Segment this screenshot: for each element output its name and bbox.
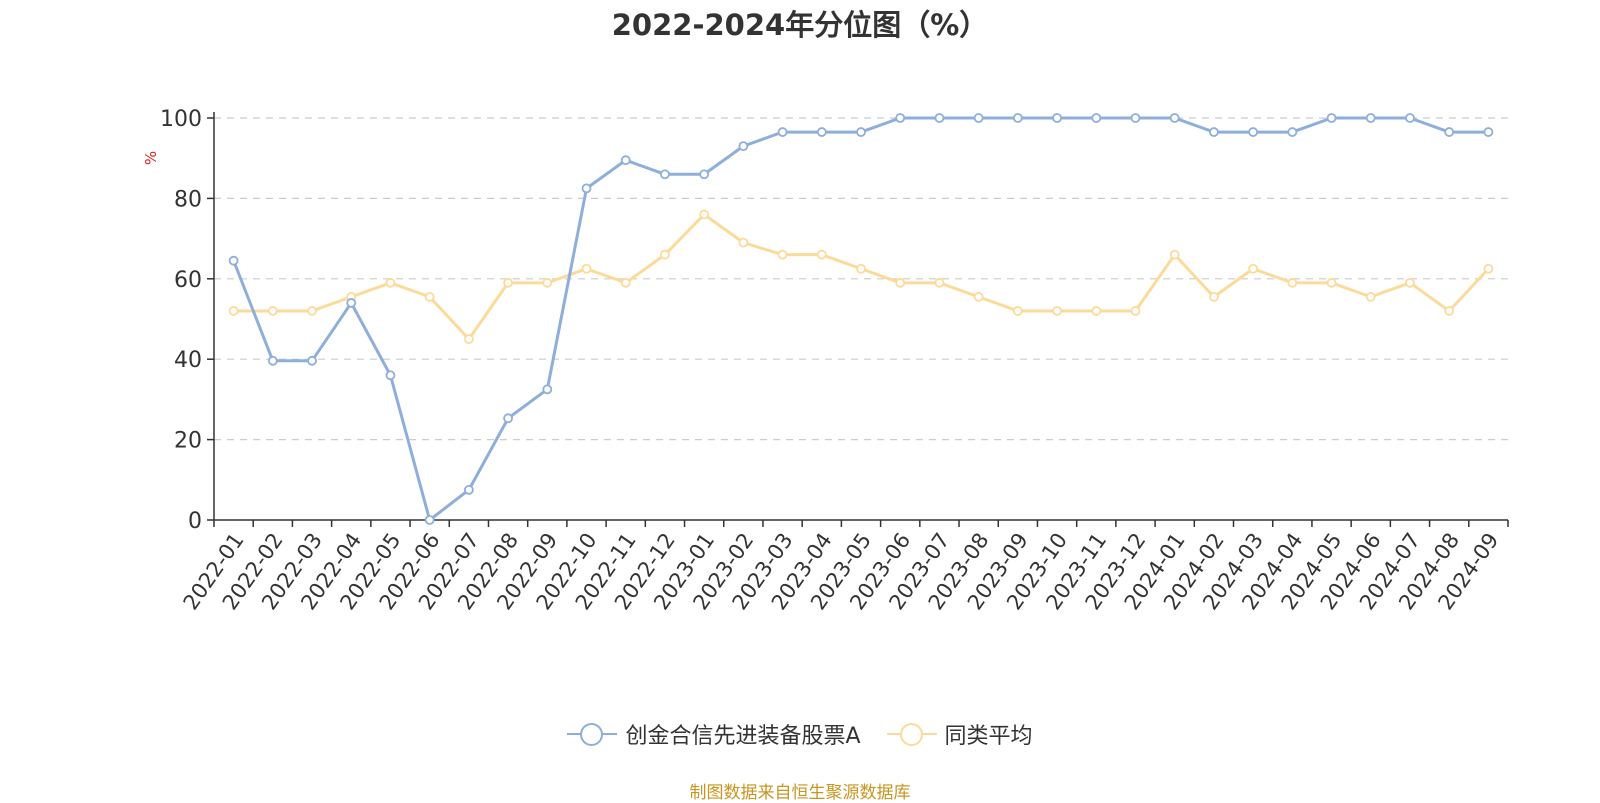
data-point: [1484, 265, 1492, 273]
legend-item[interactable]: 创金合信先进装备股票A: [567, 718, 860, 750]
y-tick-label: 40: [174, 348, 202, 373]
legend-label: 同类平均: [945, 718, 1033, 750]
data-point: [779, 128, 787, 136]
y-tick-label: 80: [174, 187, 202, 212]
data-point: [818, 128, 826, 136]
data-point: [308, 307, 316, 315]
y-axis-title-group: %: [142, 151, 160, 165]
data-point: [739, 142, 747, 150]
y-tick-label: 20: [174, 429, 202, 454]
data-point: [896, 114, 904, 122]
data-point: [386, 279, 394, 287]
data-point: [1092, 114, 1100, 122]
data-point: [896, 279, 904, 287]
data-point: [504, 414, 512, 422]
data-point: [1445, 307, 1453, 315]
data-point: [1014, 114, 1022, 122]
legend-swatch-icon: [887, 722, 937, 746]
data-point: [1210, 128, 1218, 136]
data-point: [1014, 307, 1022, 315]
data-point: [347, 299, 355, 307]
data-point: [1249, 128, 1257, 136]
axes: 0204060801002022-012022-022022-032022-04…: [160, 107, 1508, 614]
data-point: [857, 265, 865, 273]
data-point: [269, 307, 277, 315]
y-tick-label: 60: [174, 268, 202, 293]
data-point: [1210, 293, 1218, 301]
data-point: [779, 251, 787, 259]
data-point: [230, 257, 238, 265]
data-point: [269, 357, 277, 365]
data-point: [1406, 279, 1414, 287]
data-point: [504, 279, 512, 287]
y-axis-title: %: [142, 151, 160, 165]
data-point: [583, 265, 591, 273]
data-point: [1131, 307, 1139, 315]
data-point: [465, 486, 473, 494]
data-point: [1328, 279, 1336, 287]
data-point: [1484, 128, 1492, 136]
data-point: [1171, 114, 1179, 122]
data-point: [230, 307, 238, 315]
data-point: [975, 293, 983, 301]
data-point: [426, 516, 434, 524]
data-point: [1053, 307, 1061, 315]
data-point: [1171, 251, 1179, 259]
source-note: 制图数据来自恒生聚源数据库: [0, 778, 1600, 803]
data-point: [739, 239, 747, 247]
data-point: [622, 279, 630, 287]
data-point: [426, 293, 434, 301]
y-tick-label: 100: [160, 107, 202, 132]
data-point: [700, 170, 708, 178]
legend-swatch-icon: [567, 722, 617, 746]
data-point: [1249, 265, 1257, 273]
series-lines: [230, 114, 1493, 524]
data-point: [1445, 128, 1453, 136]
data-point: [1367, 293, 1375, 301]
legend: 创金合信先进装备股票A 同类平均: [0, 718, 1600, 750]
data-point: [1288, 279, 1296, 287]
data-point: [935, 114, 943, 122]
y-tick-label: 0: [188, 509, 202, 534]
data-point: [975, 114, 983, 122]
data-point: [818, 251, 826, 259]
data-point: [583, 184, 591, 192]
legend-label: 创金合信先进装备股票A: [625, 718, 860, 750]
data-point: [1288, 128, 1296, 136]
data-point: [308, 357, 316, 365]
data-point: [661, 170, 669, 178]
legend-item[interactable]: 同类平均: [887, 718, 1033, 750]
data-point: [1092, 307, 1100, 315]
data-point: [1328, 114, 1336, 122]
data-point: [857, 128, 865, 136]
data-point: [1406, 114, 1414, 122]
data-point: [1131, 114, 1139, 122]
data-point: [935, 279, 943, 287]
data-point: [622, 156, 630, 164]
grid-lines: [214, 118, 1508, 440]
series-line: [234, 214, 1489, 339]
data-point: [543, 385, 551, 393]
data-point: [1053, 114, 1061, 122]
data-point: [465, 335, 473, 343]
data-point: [700, 210, 708, 218]
data-point: [386, 371, 394, 379]
data-point: [1367, 114, 1375, 122]
data-point: [543, 279, 551, 287]
series-line: [234, 118, 1489, 520]
data-point: [661, 251, 669, 259]
